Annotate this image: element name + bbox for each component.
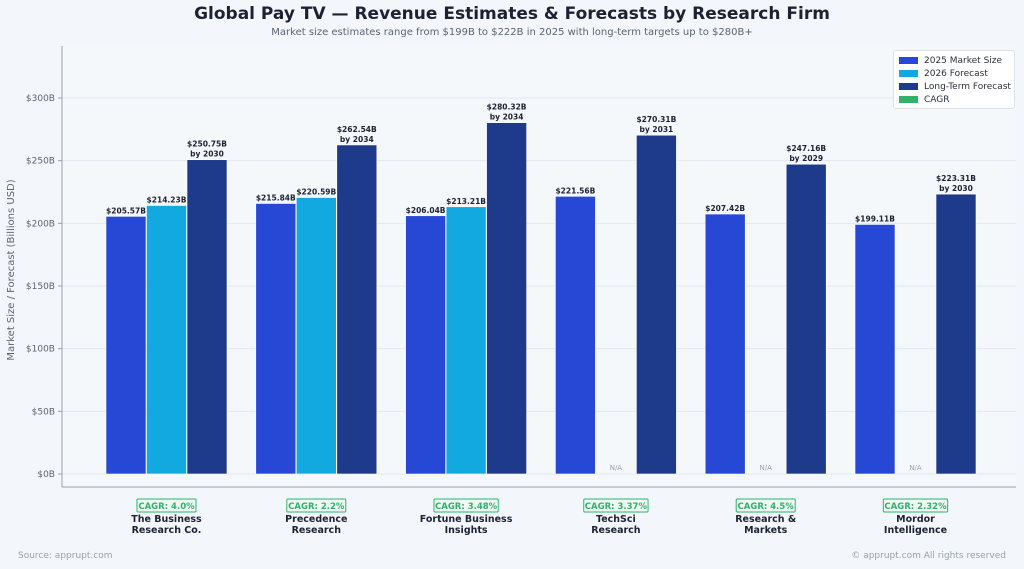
legend-item-long-term: Long-Term Forecast [894,80,1014,93]
data-label: $206.04B [406,206,446,215]
cagr-badge [433,498,499,513]
cagr-label: CAGR: 3.37% [585,502,648,512]
data-label-year: by 2030 [939,184,973,193]
legend-swatch-cagr [899,96,918,103]
cagr-badge [735,498,796,513]
data-label-year: by 2034 [490,113,524,122]
legend-swatch-long-term [899,83,918,90]
data-label: $205.57B [106,206,146,215]
legend-item-cagr: CAGR [894,93,1014,106]
y-tick-label: $150B [26,282,55,292]
legend-item-2026: 2026 Forecast [894,67,1014,80]
legend-item-2025: 2025 Market Size [894,54,1014,67]
bar-2026-forecast [295,197,337,475]
cagr-label: CAGR: 4.0% [138,502,195,512]
bar-2025-market-size [704,213,746,475]
bar-2026-forecast [146,205,187,475]
axes: $0B $50B $100B $150B $200B $250B $300B [26,46,1016,488]
bars [105,122,977,475]
x-category-label: Fortune Business [420,514,513,525]
data-label: $199.11B [855,214,895,223]
data-label: $221.56B [555,186,595,195]
bar-2025-market-size [854,224,896,475]
legend-swatch-2026 [899,70,918,77]
data-label-year: by 2034 [340,135,374,144]
x-category-label: Research [591,525,641,536]
cagr-label: CAGR: 2.2% [288,502,345,512]
bar-long-term-forecast [336,144,378,475]
data-label: $215.84B [256,193,296,202]
x-category-label: Precedence [285,514,347,525]
bar-long-term-forecast [486,122,527,475]
data-label: $220.59B [296,188,336,197]
x-category-label: The Business [131,514,202,525]
x-category-label: Research Co. [132,525,202,536]
x-category-label: TechSci [596,514,636,525]
bar-2025-market-size [105,216,147,475]
cagr-label: CAGR: 3.48% [435,502,498,512]
data-label: $213.21B [446,197,486,206]
x-category-label: Insights [445,525,488,536]
cagr-badge [882,498,949,513]
legend-label: 2025 Market Size [924,55,1003,66]
bar-2025-market-size [555,196,596,475]
x-category-label: Markets [744,525,788,536]
source-note: Source: apprupt.com [18,551,113,561]
legend-label: CAGR [924,94,950,105]
bar-2025-market-size [255,203,297,475]
data-label: $247.16B [786,144,826,153]
data-label: $207.42B [705,204,745,213]
x-category-label: Research & [735,514,796,525]
data-label: $214.23B [147,195,187,204]
bar-long-term-forecast [186,159,228,475]
y-tick-label: $250B [26,157,55,167]
cagr-badge [583,498,649,513]
data-label-year: by 2030 [190,150,224,159]
y-axis-label: Market Size / Forecast (Billions USD) [6,179,17,360]
legend: 2025 Market Size 2026 Forecast Long-Term… [893,50,1015,109]
bar-long-term-forecast [636,134,677,475]
x-category-label: Intelligence [884,525,947,536]
cagr-badge [286,498,347,513]
data-label: $280.32B [487,103,527,112]
data-label: $223.31B [936,174,976,183]
x-category-label: Mordor [896,514,935,525]
bar-2026-forecast [445,206,487,475]
na-label: N/A [760,464,773,472]
cagr-label: CAGR: 4.5% [738,502,795,512]
data-label: $250.75B [187,140,227,149]
y-tick-label: $200B [26,219,55,229]
y-tick-label: $100B [26,345,55,355]
chart-title: Global Pay TV — Revenue Estimates & Fore… [194,4,830,24]
chart-subtitle: Market size estimates range from $199B t… [271,27,753,38]
data-label-year: by 2029 [789,154,823,163]
na-label: N/A [610,464,623,472]
y-tick-label: $300B [26,94,55,104]
legend-swatch-2025 [899,57,918,64]
copyright-note: © apprupt.com All rights reserved [851,551,1006,561]
bar-long-term-forecast [935,193,977,475]
cagr-badge [136,498,197,513]
na-label: N/A [909,464,922,472]
legend-label: 2026 Forecast [924,68,988,79]
legend-label: Long-Term Forecast [924,81,1011,92]
bar-long-term-forecast [785,163,827,475]
data-label-year: by 2031 [640,125,674,134]
data-label: $270.31B [636,115,676,124]
y-tick-label: $0B [37,470,55,480]
x-category-label: Research [292,525,342,536]
cagr-label: CAGR: 2.32% [884,502,947,512]
y-tick-label: $50B [32,407,55,417]
data-label: $262.54B [337,125,377,134]
bar-2025-market-size [405,215,446,475]
